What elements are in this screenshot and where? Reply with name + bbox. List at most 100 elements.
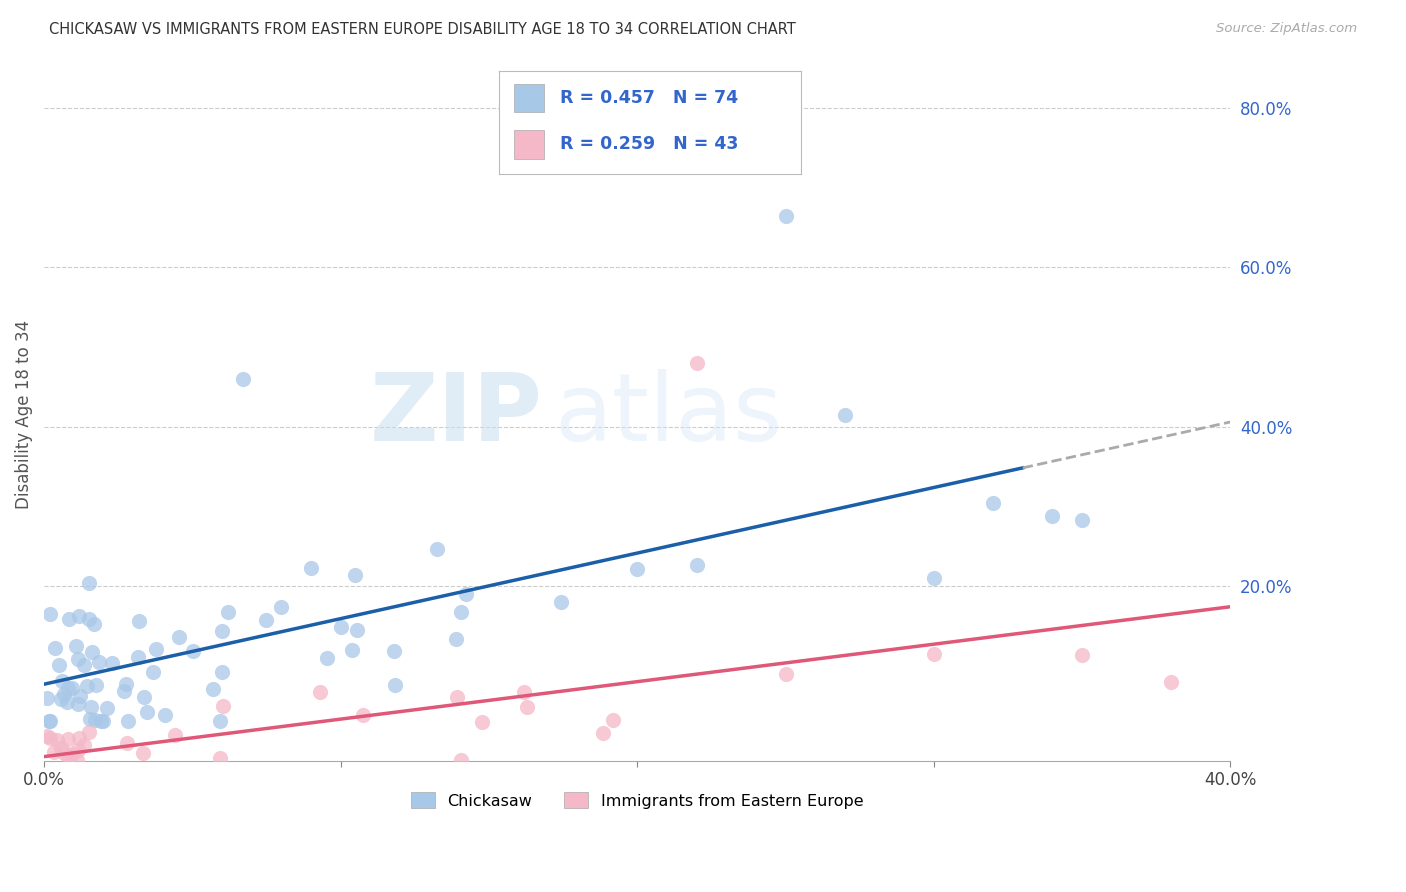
Point bbox=[67, 731, 90, 745]
Point bbox=[58, 612, 80, 626]
Point bbox=[48, 762, 70, 776]
Point bbox=[922, 571, 945, 585]
Point bbox=[38, 714, 60, 728]
Point bbox=[516, 700, 538, 714]
Point bbox=[254, 613, 277, 627]
Point bbox=[775, 667, 797, 681]
Point bbox=[685, 356, 707, 370]
Point bbox=[212, 698, 235, 713]
Point bbox=[426, 541, 449, 556]
Point bbox=[163, 727, 186, 741]
Point bbox=[329, 620, 352, 634]
Point bbox=[352, 707, 374, 722]
Point bbox=[77, 575, 100, 590]
Point bbox=[83, 617, 105, 632]
Point bbox=[38, 607, 60, 621]
Point bbox=[76, 679, 98, 693]
Point bbox=[91, 714, 114, 728]
Point bbox=[1071, 648, 1094, 662]
Point bbox=[35, 730, 58, 744]
Point bbox=[112, 684, 135, 698]
Point bbox=[153, 708, 176, 723]
Point bbox=[56, 681, 79, 695]
Point bbox=[72, 658, 94, 673]
FancyBboxPatch shape bbox=[515, 84, 544, 112]
Point bbox=[35, 690, 58, 705]
Point bbox=[56, 762, 79, 776]
Point bbox=[775, 209, 797, 223]
Point bbox=[211, 624, 233, 638]
Point bbox=[167, 630, 190, 644]
Point bbox=[56, 695, 79, 709]
Point bbox=[981, 496, 1004, 510]
Point bbox=[77, 612, 100, 626]
Text: R = 0.259   N = 43: R = 0.259 N = 43 bbox=[560, 135, 738, 153]
Point bbox=[117, 714, 139, 728]
Point bbox=[1160, 675, 1182, 690]
Point bbox=[90, 762, 112, 776]
Point bbox=[80, 700, 103, 714]
Point bbox=[181, 644, 204, 658]
Point bbox=[512, 684, 534, 698]
Point bbox=[1042, 508, 1064, 523]
Point bbox=[342, 643, 364, 657]
Point bbox=[65, 753, 87, 767]
Point bbox=[132, 746, 155, 760]
Point bbox=[344, 568, 367, 582]
FancyBboxPatch shape bbox=[515, 130, 544, 159]
Point bbox=[208, 751, 231, 765]
Point bbox=[301, 561, 323, 575]
Point bbox=[592, 725, 614, 739]
Point bbox=[134, 690, 156, 705]
Point bbox=[66, 652, 89, 666]
Point bbox=[67, 697, 90, 711]
Point bbox=[217, 605, 239, 619]
Point bbox=[82, 645, 104, 659]
Point bbox=[444, 632, 467, 647]
Point bbox=[346, 624, 368, 638]
Point bbox=[87, 762, 110, 776]
Point bbox=[115, 677, 138, 691]
Point bbox=[382, 644, 405, 658]
Point bbox=[42, 745, 65, 759]
Point bbox=[142, 665, 165, 679]
Point bbox=[219, 762, 242, 776]
Text: ZIP: ZIP bbox=[370, 368, 543, 460]
Point bbox=[626, 562, 648, 576]
Text: CHICKASAW VS IMMIGRANTS FROM EASTERN EUROPE DISABILITY AGE 18 TO 34 CORRELATION : CHICKASAW VS IMMIGRANTS FROM EASTERN EUR… bbox=[49, 22, 796, 37]
Point bbox=[208, 714, 231, 728]
Point bbox=[69, 690, 91, 704]
Point bbox=[309, 685, 332, 699]
Point bbox=[67, 609, 90, 624]
Point bbox=[56, 731, 79, 746]
Point bbox=[44, 641, 66, 656]
Point bbox=[51, 674, 73, 689]
Point bbox=[52, 746, 75, 760]
Point bbox=[232, 372, 254, 386]
Point bbox=[602, 713, 624, 727]
Point bbox=[84, 762, 107, 776]
Point bbox=[270, 600, 292, 615]
Legend: Chickasaw, Immigrants from Eastern Europe: Chickasaw, Immigrants from Eastern Europ… bbox=[405, 786, 870, 815]
Point bbox=[67, 742, 90, 756]
Point bbox=[384, 678, 406, 692]
Point bbox=[127, 650, 149, 665]
Point bbox=[201, 682, 224, 697]
Point bbox=[922, 647, 945, 661]
Point bbox=[84, 713, 107, 727]
Point bbox=[39, 714, 62, 728]
Point bbox=[211, 665, 233, 679]
Point bbox=[316, 651, 339, 665]
Point bbox=[450, 753, 472, 767]
Point bbox=[60, 681, 83, 695]
Point bbox=[48, 658, 70, 673]
Point bbox=[35, 762, 58, 776]
Point bbox=[90, 714, 112, 728]
Point bbox=[73, 738, 96, 752]
Point bbox=[77, 725, 100, 739]
Text: Source: ZipAtlas.com: Source: ZipAtlas.com bbox=[1216, 22, 1357, 36]
Point bbox=[56, 749, 79, 764]
Point bbox=[834, 408, 856, 422]
Point bbox=[66, 762, 89, 776]
Point bbox=[49, 692, 72, 706]
